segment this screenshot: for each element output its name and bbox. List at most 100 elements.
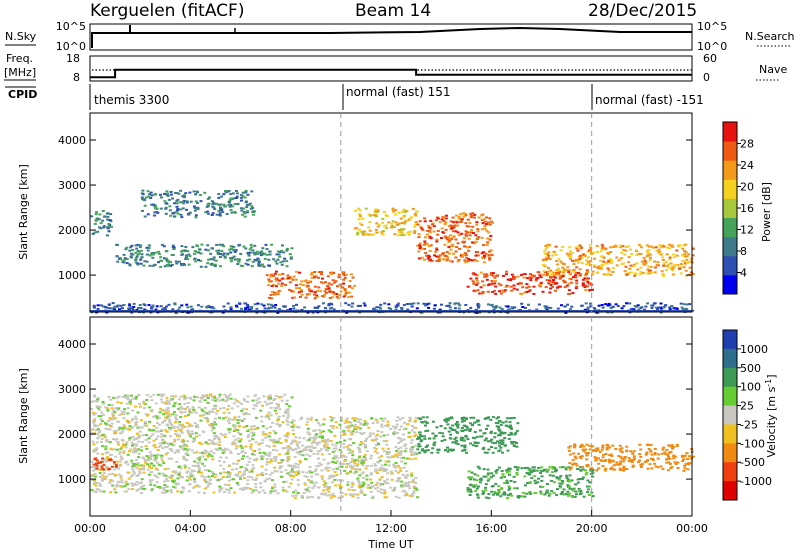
data-cell <box>199 419 203 422</box>
data-cell <box>529 470 533 473</box>
data-cell <box>165 396 169 399</box>
data-cell <box>192 252 196 255</box>
data-cell <box>679 263 683 266</box>
data-cell <box>237 401 241 404</box>
data-cell <box>250 205 254 208</box>
data-cell <box>417 233 421 236</box>
data-cell <box>250 491 254 494</box>
data-cell <box>489 476 493 479</box>
data-cell <box>260 465 264 468</box>
data-cell <box>654 266 657 269</box>
data-cell <box>215 213 219 216</box>
data-cell <box>118 480 122 483</box>
data-cell <box>137 488 141 491</box>
data-cell <box>362 456 366 458</box>
data-cell <box>92 490 96 493</box>
data-cell <box>394 469 398 472</box>
data-cell <box>159 464 163 467</box>
data-cell <box>394 209 398 212</box>
data-cell <box>165 190 169 193</box>
data-cell <box>489 440 493 443</box>
data-cell <box>128 303 131 306</box>
data-cell <box>269 414 273 417</box>
data-cell <box>219 478 223 481</box>
data-cell <box>482 468 486 471</box>
data-cell <box>307 288 311 291</box>
data-cell <box>301 444 305 447</box>
colorbar-tick-label: 20 <box>740 181 754 194</box>
data-cell <box>213 265 217 268</box>
data-cell <box>96 304 100 307</box>
data-cell <box>374 228 378 231</box>
data-cell <box>338 468 341 471</box>
data-cell <box>107 420 110 423</box>
data-cell <box>196 426 200 429</box>
data-cell <box>90 215 94 218</box>
data-cell <box>170 449 174 452</box>
data-cell <box>302 448 306 451</box>
data-cell <box>491 493 495 496</box>
data-cell <box>164 453 168 456</box>
data-cell <box>365 450 369 453</box>
data-cell <box>362 432 366 435</box>
data-cell <box>547 251 551 254</box>
data-cell <box>539 469 543 472</box>
data-cell <box>97 488 101 491</box>
data-cell <box>343 277 347 279</box>
data-cell <box>667 469 670 472</box>
data-cell <box>313 271 317 273</box>
data-cell <box>143 421 147 424</box>
data-cell <box>285 260 289 263</box>
data-cell <box>251 438 255 441</box>
data-cell <box>662 264 666 267</box>
data-cell <box>504 420 508 423</box>
data-cell <box>380 455 383 458</box>
data-cell <box>122 261 126 264</box>
data-cell <box>292 491 295 494</box>
data-cell <box>402 208 406 211</box>
data-cell <box>90 488 94 491</box>
data-cell <box>223 436 227 439</box>
data-cell <box>99 468 103 471</box>
data-cell <box>523 291 527 294</box>
data-cell <box>232 248 236 251</box>
data-cell <box>265 253 269 256</box>
data-cell <box>238 302 241 305</box>
data-cell <box>411 493 415 496</box>
data-cell <box>589 468 593 471</box>
data-cell <box>215 398 219 401</box>
data-cell <box>224 483 227 486</box>
data-cell <box>232 197 236 200</box>
data-cell <box>124 443 128 446</box>
data-cell <box>345 445 349 448</box>
data-cell <box>152 425 156 427</box>
data-cell <box>508 417 512 420</box>
data-cell <box>425 233 429 236</box>
data-cell <box>378 482 382 485</box>
data-cell <box>196 457 200 460</box>
data-cell <box>506 278 510 281</box>
data-cell <box>564 311 568 314</box>
data-cell <box>483 220 487 223</box>
data-cell <box>174 433 178 436</box>
data-cell <box>570 479 574 482</box>
data-cell <box>451 245 455 248</box>
data-cell <box>272 283 276 286</box>
data-cell <box>278 273 282 276</box>
data-cell <box>473 258 477 261</box>
data-cell <box>476 419 480 422</box>
data-cell <box>589 302 593 305</box>
data-cell <box>165 413 169 415</box>
data-cell <box>581 448 585 451</box>
data-cell <box>234 447 238 450</box>
data-cell <box>449 220 453 223</box>
data-cell <box>233 418 237 421</box>
data-cell <box>422 302 426 305</box>
data-cell <box>164 257 168 260</box>
data-cell <box>286 412 290 415</box>
data-cell <box>638 273 642 276</box>
data-cell <box>213 434 217 437</box>
data-cell <box>382 434 386 437</box>
data-cell <box>289 442 293 445</box>
data-cell <box>156 476 160 479</box>
